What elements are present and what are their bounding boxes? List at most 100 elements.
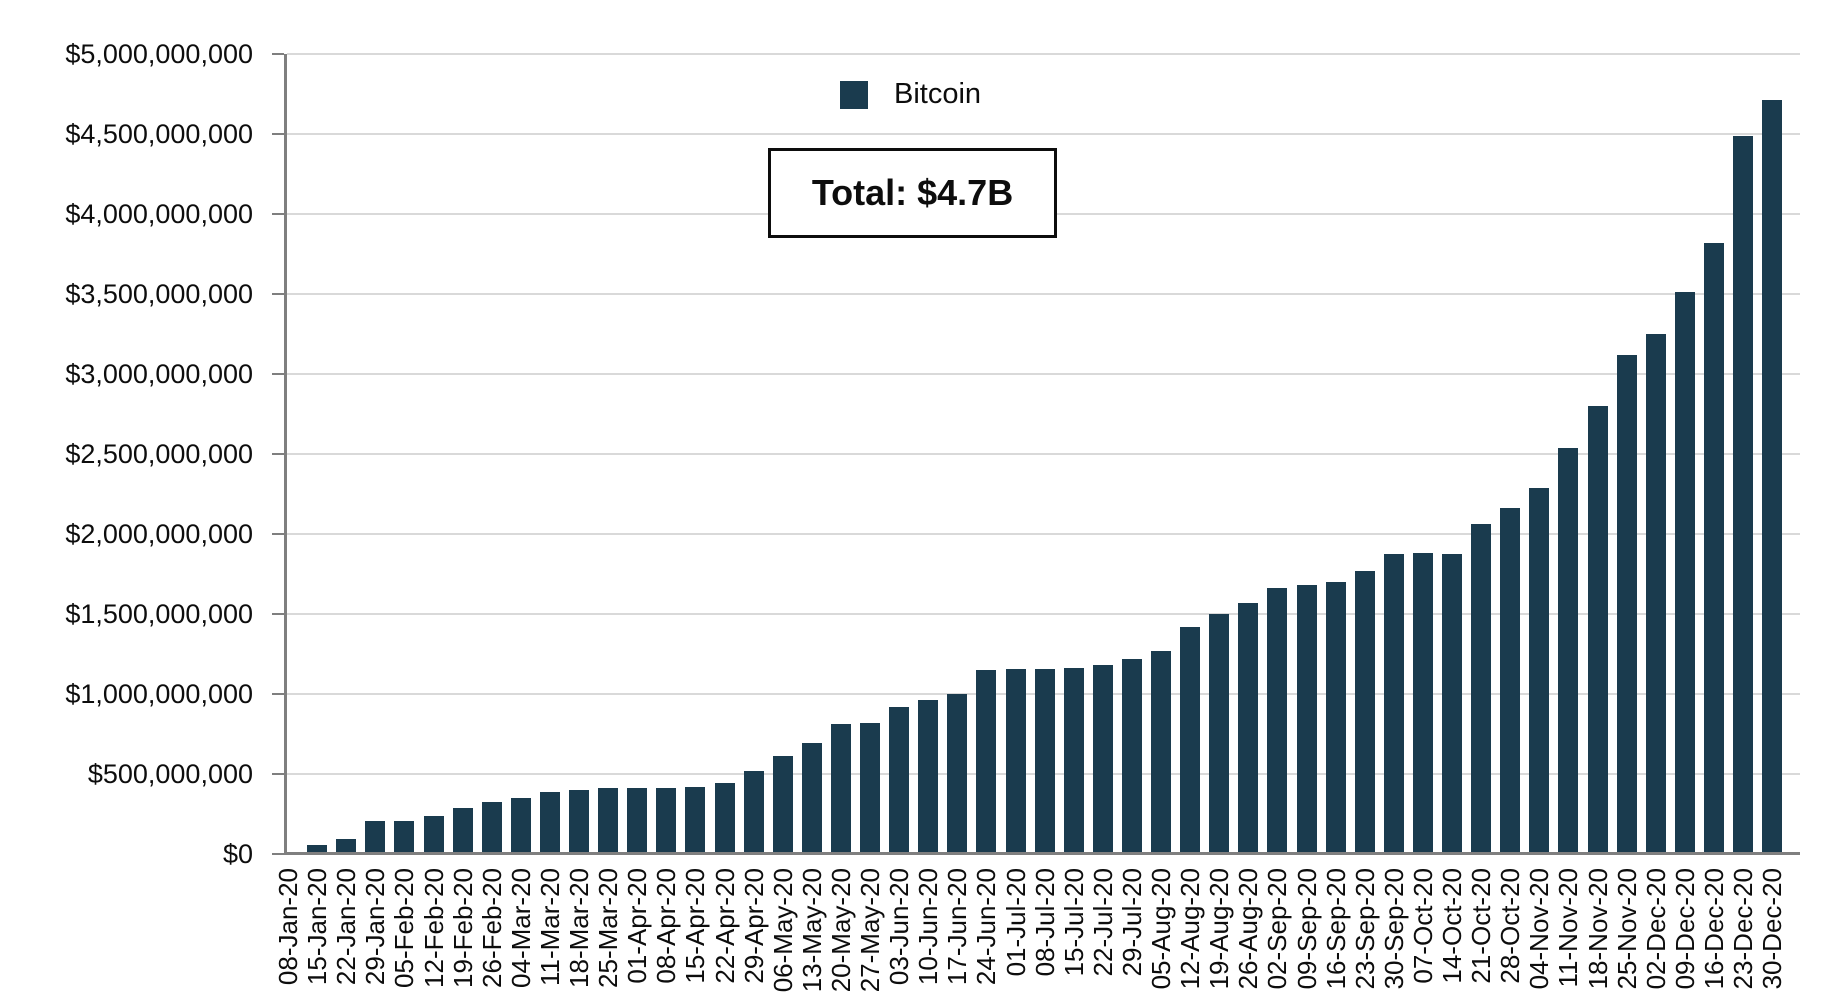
gridline — [287, 453, 1800, 455]
bar-09-Sep-20 — [1296, 585, 1317, 854]
x-axis-tick-label: 25-Nov-20 — [1611, 868, 1642, 990]
x-axis-tick-label: 15-Apr-20 — [680, 868, 711, 984]
y-axis-tick — [272, 533, 284, 535]
bar-26-Feb-20 — [481, 802, 502, 854]
y-axis-tick-label: $4,500,000,000 — [65, 119, 253, 149]
gridline — [287, 613, 1800, 615]
x-axis-tick-label: 15-Jul-20 — [1058, 868, 1089, 977]
x-axis-tick-label: 05-Aug-20 — [1146, 868, 1176, 990]
y-axis-tick — [272, 693, 284, 695]
x-axis-tick-label: 01-Jul-20 — [1000, 868, 1031, 977]
bar-05-Aug-20 — [1151, 650, 1171, 854]
bar-05-Feb-20 — [394, 821, 415, 854]
bar-01-Jul-20 — [1005, 669, 1026, 854]
x-axis-tick-label: 01-Apr-20 — [622, 868, 653, 984]
bar-28-Oct-20 — [1500, 508, 1521, 854]
bar-30-Sep-20 — [1383, 554, 1404, 854]
bar-01-Apr-20 — [627, 788, 648, 854]
x-axis-tick-label: 18-Nov-20 — [1582, 868, 1613, 990]
x-axis-tick-label: 16-Sep-20 — [1320, 868, 1351, 990]
bar-19-Feb-20 — [452, 807, 473, 854]
bar-22-Apr-20 — [714, 782, 735, 854]
x-axis-tick-label: 09-Dec-20 — [1669, 868, 1700, 990]
x-axis-tick-label: 15-Jan-20 — [302, 868, 333, 986]
gridline — [287, 133, 1800, 135]
bar-23-Sep-20 — [1354, 570, 1375, 854]
x-axis-tick-label: 21-Oct-20 — [1466, 868, 1497, 984]
bar-15-Apr-20 — [685, 786, 706, 854]
x-axis-tick-label: 22-Apr-20 — [709, 868, 740, 984]
y-axis-tick-label: $2,000,000,000 — [65, 519, 253, 549]
bar-12-Aug-20 — [1180, 626, 1201, 854]
bar-02-Sep-20 — [1267, 588, 1288, 854]
x-axis-tick-label: 14-Oct-20 — [1437, 868, 1467, 984]
bar-14-Oct-20 — [1442, 554, 1462, 854]
bar-04-Mar-20 — [510, 798, 531, 854]
y-axis-tick — [272, 773, 284, 775]
x-axis-tick-label: 06-May-20 — [767, 868, 798, 993]
y-axis-tick — [272, 133, 284, 135]
x-axis-tick-label: 28-Oct-20 — [1495, 868, 1526, 984]
x-axis-tick-label: 22-Jan-20 — [331, 868, 362, 986]
x-axis-tick-label: 23-Sep-20 — [1349, 868, 1380, 990]
bar-19-Aug-20 — [1209, 614, 1230, 854]
bar-11-Nov-20 — [1558, 447, 1579, 854]
bar-15-Jan-20 — [307, 845, 328, 854]
x-axis-tick-label: 10-Jun-20 — [913, 868, 944, 986]
x-axis-tick-label: 30-Sep-20 — [1378, 868, 1409, 990]
y-axis-tick-label: $1,000,000,000 — [65, 679, 253, 709]
x-axis-tick-label: 12-Feb-20 — [418, 868, 449, 988]
bar-12-Feb-20 — [423, 815, 444, 854]
x-axis-tick-label: 08-Apr-20 — [651, 868, 682, 984]
y-axis-tick-label: $0 — [222, 839, 253, 869]
x-axis-tick-label: 08-Jul-20 — [1029, 868, 1060, 977]
x-axis-tick-label: 20-May-20 — [825, 868, 856, 993]
bar-29-Jan-20 — [365, 821, 386, 854]
x-axis-tick-label: 29-Apr-20 — [738, 868, 769, 984]
legend-series-label: Bitcoin — [894, 78, 982, 110]
y-axis-tick — [272, 373, 284, 375]
bar-30-Dec-20 — [1762, 100, 1783, 854]
y-axis-tick-label: $5,000,000,000 — [65, 39, 253, 69]
x-axis-tick-label: 09-Sep-20 — [1291, 868, 1322, 990]
y-axis-tick — [272, 853, 284, 855]
x-axis-tick-label: 25-Mar-20 — [593, 868, 624, 988]
y-axis-tick-label: $4,000,000,000 — [65, 199, 253, 229]
x-axis-tick-label: 08-Jan-20 — [273, 868, 303, 986]
x-axis-tick-label: 02-Dec-20 — [1640, 868, 1671, 990]
total-annotation-box: Total: $4.7B — [768, 148, 1057, 238]
x-axis-tick-label: 22-Jul-20 — [1087, 868, 1118, 977]
bar-08-Apr-20 — [656, 788, 677, 854]
bar-23-Dec-20 — [1733, 135, 1753, 854]
x-axis-tick-label: 23-Dec-20 — [1728, 868, 1758, 990]
y-axis-tick — [272, 613, 284, 615]
bar-25-Mar-20 — [598, 788, 619, 854]
x-axis-tick-label: 11-Mar-20 — [534, 868, 565, 987]
bar-21-Oct-20 — [1471, 524, 1492, 854]
bar-29-Apr-20 — [743, 770, 764, 854]
y-axis-tick-label: $1,500,000,000 — [65, 599, 253, 629]
bar-11-Mar-20 — [539, 792, 560, 854]
x-axis-tick-label: 29-Jul-20 — [1116, 868, 1147, 977]
x-axis-tick-label: 30-Dec-20 — [1757, 868, 1788, 990]
bar-29-Jul-20 — [1121, 658, 1142, 854]
x-axis-tick-label: 03-Jun-20 — [884, 868, 915, 986]
bar-27-May-20 — [860, 722, 880, 854]
gridline — [287, 53, 1800, 55]
x-axis-tick-label: 27-May-20 — [855, 868, 885, 993]
bar-03-Jun-20 — [889, 706, 910, 854]
y-axis-tick-label: $2,500,000,000 — [65, 439, 253, 469]
plot-area — [278, 53, 1800, 855]
x-axis-tick-label: 26-Aug-20 — [1233, 868, 1264, 990]
y-axis-tick — [272, 293, 284, 295]
y-axis-tick-label: $3,500,000,000 — [65, 279, 253, 309]
bar-10-Jun-20 — [918, 700, 939, 854]
bar-07-Oct-20 — [1412, 553, 1433, 854]
x-axis-tick-label: 26-Feb-20 — [476, 868, 507, 988]
x-axis-tick-label: 07-Oct-20 — [1407, 868, 1438, 984]
bar-09-Dec-20 — [1674, 292, 1695, 854]
bar-26-Aug-20 — [1238, 602, 1259, 854]
bar-16-Sep-20 — [1325, 582, 1346, 854]
y-axis-tick — [272, 453, 284, 455]
